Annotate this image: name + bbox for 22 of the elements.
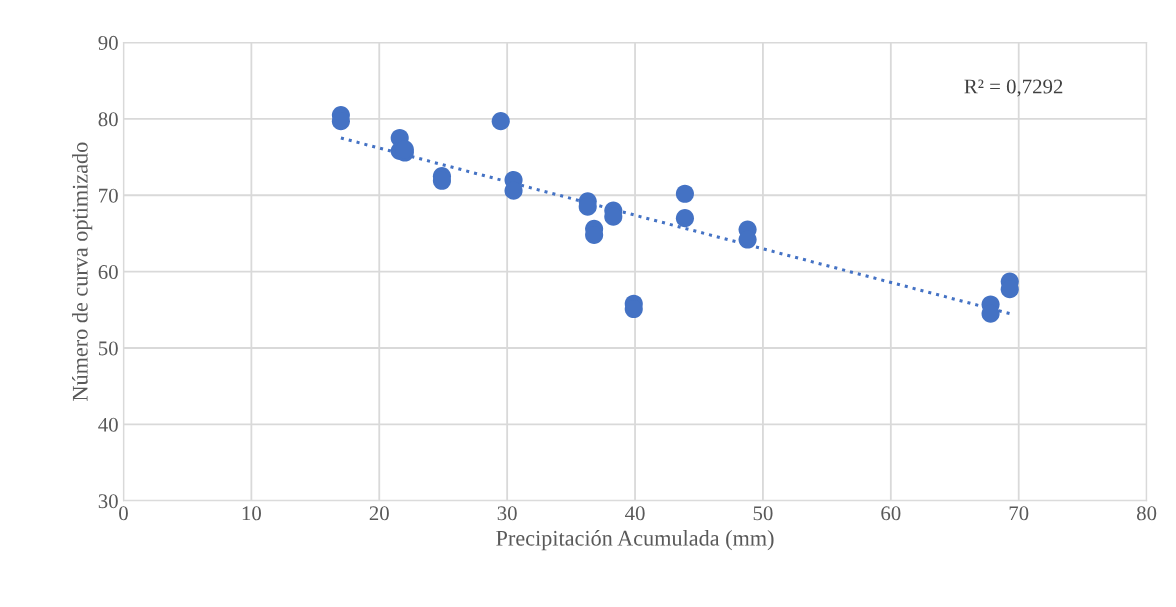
y-tick-label: 80 [98, 112, 118, 127]
y-tick-label: 70 [99, 188, 118, 203]
y-tick-label: 30 [98, 494, 118, 509]
y-axis-title: Número de curva optimizado [72, 142, 93, 401]
y-tick-label: 50 [99, 341, 118, 356]
x-axis-title: Precipitación Acumulada (mm) [496, 530, 774, 551]
point [491, 112, 510, 131]
y-tick-label: 40 [98, 417, 118, 432]
x-tick-label: 60 [881, 506, 901, 521]
x-tick-label: 0 [119, 506, 128, 521]
x-tick-label: 30 [497, 506, 517, 521]
x-tick-label: 50 [753, 506, 773, 521]
x-tick-label: 10 [242, 506, 261, 521]
point [675, 209, 694, 228]
x-tick-label: 20 [369, 506, 389, 521]
annotation: R² = 0,7292 [964, 79, 1063, 97]
x-tick-label: 70 [1009, 506, 1029, 521]
y-tick-label: 60 [98, 265, 118, 280]
point [675, 184, 694, 203]
x-tick-label: 80 [1136, 506, 1157, 521]
x-tick-label: 40 [625, 506, 645, 521]
y-tick-label: 90 [98, 35, 118, 50]
